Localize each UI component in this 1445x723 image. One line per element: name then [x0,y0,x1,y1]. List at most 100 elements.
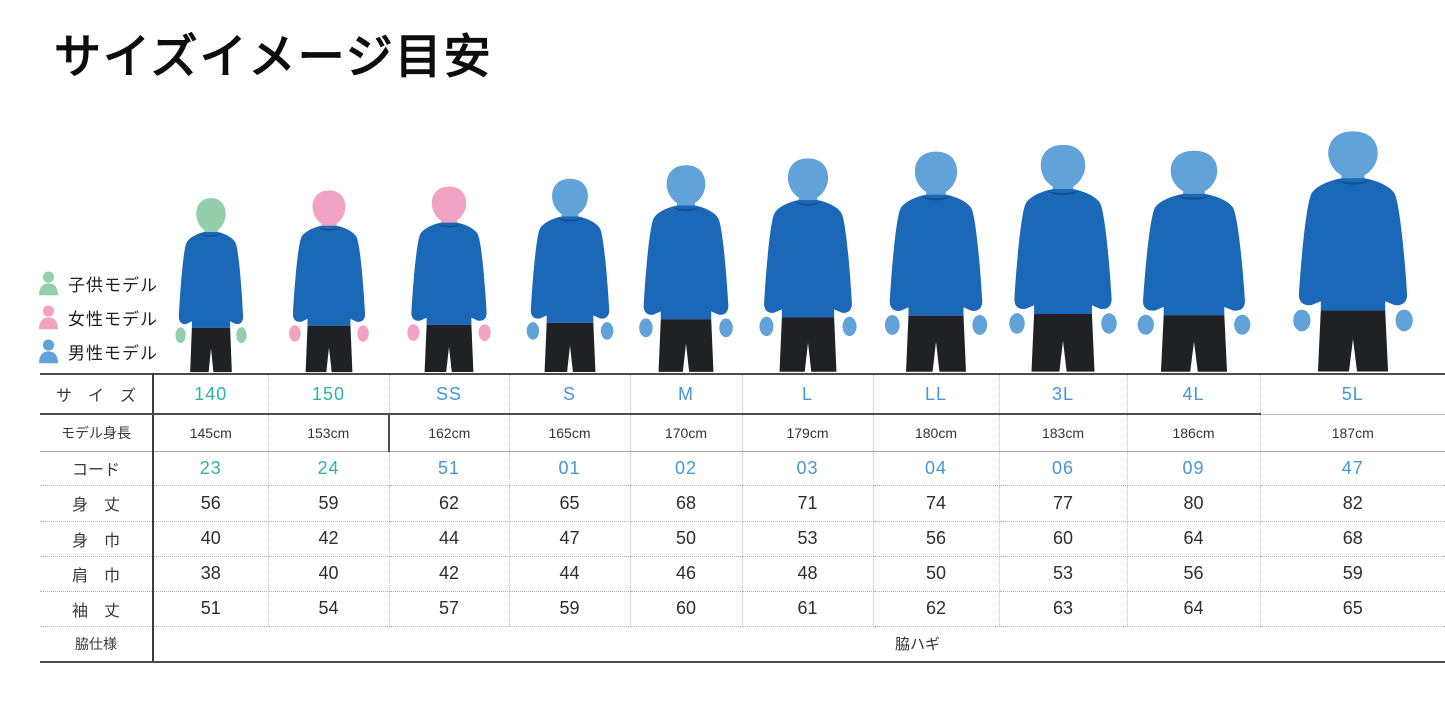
height-cell: 187cm [1260,414,1445,452]
row-label: 肩 巾 [40,556,154,592]
model-figure-140 [153,192,268,374]
row-label: 身 巾 [40,521,154,557]
person-silhouette [174,198,247,373]
code-cell: 03 [742,451,874,486]
num-cell: 65 [1260,591,1445,627]
legend-item: 子供モデル [38,266,158,300]
size-cell: 5L [1260,374,1445,415]
num-cell: 46 [630,556,743,592]
num-cell: 64 [1127,591,1261,627]
num-cell: 44 [509,556,631,592]
legend: 子供モデル 女性モデル 男性モデル [38,266,158,368]
num-cell: 59 [1260,556,1445,592]
num-cell: 59 [268,485,390,522]
code-cell: 04 [873,451,1000,486]
model-figure-ss [389,180,509,374]
num-cell: 60 [999,521,1128,557]
num-cell: 47 [509,521,631,557]
num-cell: 68 [1260,521,1445,557]
side-spec-cell: 脇ハギ [153,626,1445,663]
size-cell: L [742,374,874,415]
person-bust-icon [39,339,58,364]
num-cell: 64 [1127,521,1261,557]
model-figure-150 [268,184,389,374]
code-cell: 23 [153,451,269,486]
person-silhouette [758,158,857,372]
num-cell: 50 [630,521,743,557]
height-cell: 180cm [873,414,1000,452]
size-table: サ イ ズ 140 150 SS S M L LL 3L 4L 5L モデル身長 145cm 153cm 1… [40,373,1445,663]
num-cell: 62 [389,485,510,522]
num-cell: 57 [389,591,510,627]
num-cell: 71 [742,485,874,522]
num-cell: 60 [630,591,743,627]
num-cell: 38 [153,556,269,592]
num-cell: 74 [873,485,1000,522]
code-cell: 09 [1127,451,1261,486]
row-label: サ イ ズ [40,374,154,415]
num-cell: 42 [389,556,510,592]
size-cell: 150 [268,374,390,415]
model-figure-m [630,158,742,374]
model-figure-4l [1127,143,1260,374]
person-silhouette [1009,144,1117,372]
num-cell: 50 [873,556,1000,592]
model-figure-5l [1260,123,1445,374]
num-cell: 48 [742,556,874,592]
height-cell: 186cm [1127,414,1261,452]
num-cell: 40 [153,521,269,557]
legend-item-label: 子供モデル [68,275,158,295]
num-cell: 53 [999,556,1128,592]
num-cell: 40 [268,556,390,592]
height-cell: 162cm [388,414,510,452]
code-cell: 01 [509,451,631,486]
size-cell: 3L [999,374,1128,415]
person-silhouette [1137,150,1250,372]
legend-item: 男性モデル [38,334,158,368]
size-cell: 4L [1127,374,1261,415]
row-label: 脇仕様 [40,626,154,663]
code-cell: 24 [268,451,390,486]
legend-item-label: 女性モデル [68,309,158,329]
page-title: サイズイメージ目安 [54,30,493,83]
models-strip [153,0,1445,374]
height-cell: 145cm [153,414,269,452]
size-cell: M [630,374,743,415]
height-cell: 179cm [742,414,874,452]
size-cell: SS [389,374,510,415]
size-cell: S [509,374,631,415]
code-cell: 47 [1260,451,1445,486]
num-cell: 82 [1260,485,1445,522]
height-cell: 183cm [999,414,1128,452]
row-label: 袖 丈 [40,591,154,627]
num-cell: 42 [268,521,390,557]
height-cell: 165cm [509,414,631,452]
person-silhouette [1292,131,1413,372]
row-label: 身 丈 [40,485,154,522]
num-cell: 51 [153,591,269,627]
num-cell: 65 [509,485,631,522]
height-cell: 153cm [268,414,390,452]
num-cell: 63 [999,591,1128,627]
code-cell: 51 [389,451,510,486]
num-cell: 80 [1127,485,1261,522]
size-cell: LL [873,374,1000,415]
num-cell: 61 [742,591,874,627]
num-cell: 56 [153,485,269,522]
legend-item: 女性モデル [38,300,158,334]
num-cell: 68 [630,485,743,522]
code-cell: 02 [630,451,743,486]
num-cell: 53 [742,521,874,557]
row-label: コード [40,451,154,486]
num-cell: 56 [1127,556,1261,592]
model-figure-s [509,172,630,374]
table-body: サ イ ズ 140 150 SS S M L LL 3L 4L 5L モデル身長 145cm 153cm 1… [40,374,1445,663]
num-cell: 62 [873,591,1000,627]
person-silhouette [639,165,733,372]
person-silhouette [884,151,988,372]
model-figure-l [742,151,873,374]
num-cell: 59 [509,591,631,627]
num-cell: 44 [389,521,510,557]
num-cell: 54 [268,591,390,627]
legend-item-label: 男性モデル [68,343,158,363]
